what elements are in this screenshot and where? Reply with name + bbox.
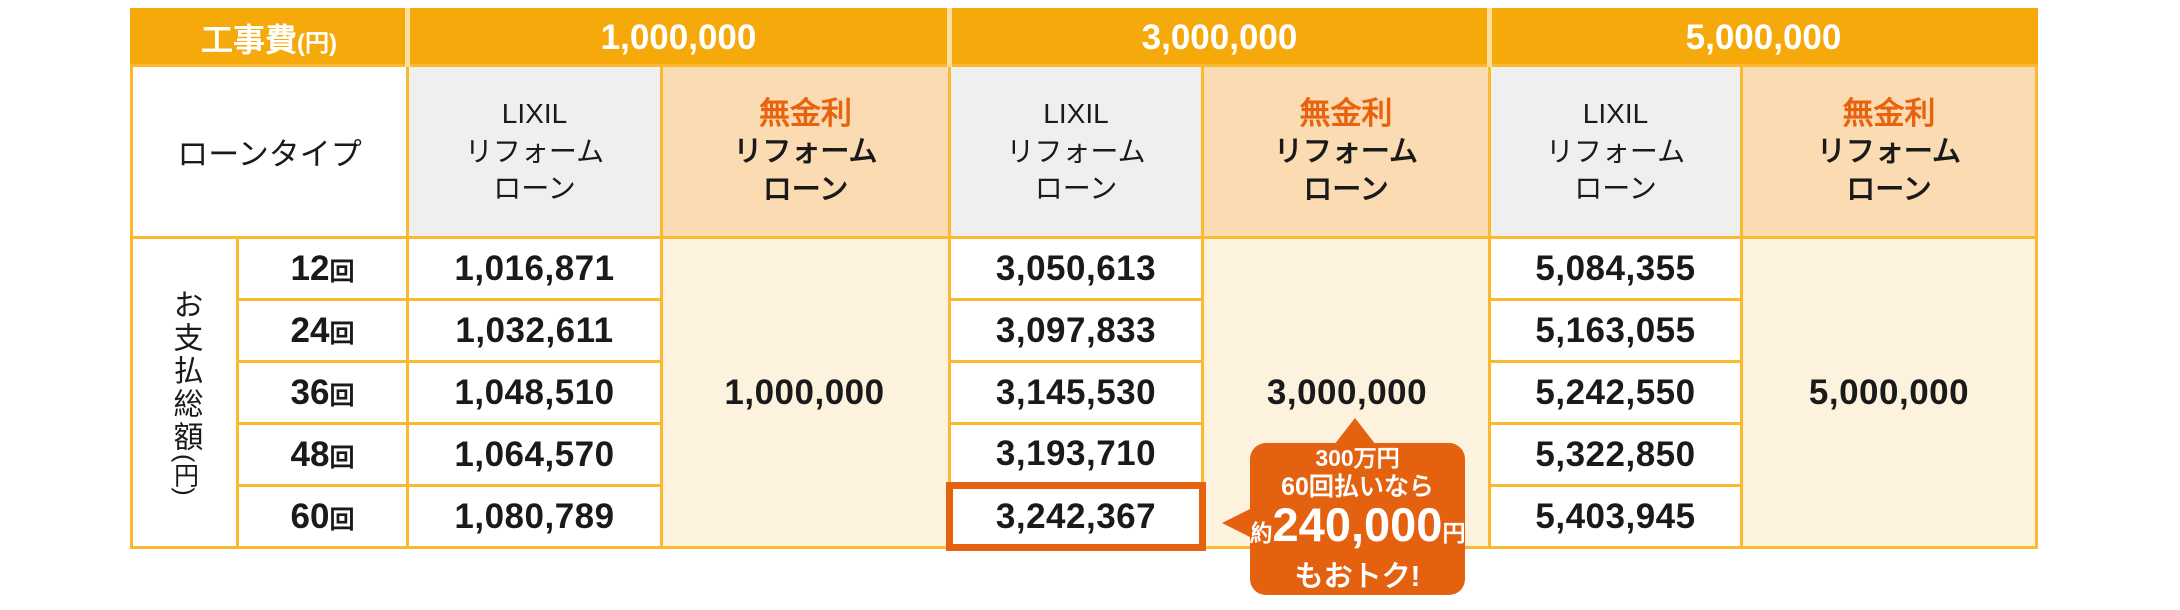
mukinri-total-1m: 1,000,000 <box>660 236 951 549</box>
callout-amount: 240,000 <box>1272 497 1443 551</box>
table-row-36: 36回 1,048,510 3,145,530 5,242,550 <box>132 360 2037 425</box>
lixil-loan-line: ローン <box>493 173 576 205</box>
lixil-brand-line: LIXIL <box>1043 97 1109 129</box>
callout-line1: 300万円 <box>1315 444 1400 471</box>
lixil-loan-header-1m: LIXIL リフォーム ローン <box>406 64 663 239</box>
loan-type-header-row: ローンタイプ LIXIL リフォーム ローン 無金利 リフォーム ローン LIX… <box>130 64 2038 239</box>
lixil-1m-value: 1,032,611 <box>406 298 663 363</box>
mukinri-reform-line: リフォーム <box>733 135 878 168</box>
lixil-brand-line: LIXIL <box>1582 97 1649 129</box>
mukinri-loan-header-1m: 無金利 リフォーム ローン <box>660 64 951 239</box>
cost-1m-header-cell: 1,000,000 <box>405 8 951 67</box>
lixil-1m-value: 1,080,789 <box>406 484 663 549</box>
callout-line3: もおトク! <box>1294 560 1421 593</box>
count-unit: 回 <box>329 505 355 534</box>
table-row-12: お支払総額(円) 12回 1,016,871 1,000,000 3,050,6… <box>130 236 2038 549</box>
count-number: 12 <box>290 248 330 288</box>
count-number: 36 <box>290 372 330 412</box>
loan-comparison-table: 工事費(円) 1,000,000 3,000,000 5,000,000 ローン… <box>130 8 2038 551</box>
lixil-brand-line: LIXIL <box>501 97 568 129</box>
lixil-5m-value: 5,242,550 <box>1488 360 1743 425</box>
highlighted-value-cell: 3,242,367 <box>946 482 1206 551</box>
total-payment-unit: (円) <box>170 454 199 496</box>
installment-count-cell: 48回 <box>236 422 409 487</box>
installment-count-cell: 24回 <box>236 298 409 363</box>
installment-count-cell: 12回 <box>236 236 409 301</box>
lixil-3m-value: 3,145,530 <box>948 360 1204 425</box>
construction-cost-header-cell: 工事費(円) <box>130 8 409 67</box>
callout-about: 約 <box>1249 519 1273 546</box>
lixil-1m-value: 1,048,510 <box>406 360 663 425</box>
savings-callout: 300万円 60回払いなら 約240,000円 もおトク! <box>1222 418 1466 595</box>
table-row-24: 24回 1,032,611 3,097,833 5,163,055 <box>132 298 2037 363</box>
lixil-loan-header-3m: LIXIL リフォーム ローン <box>948 64 1204 239</box>
lixil-3m-value: 3,050,613 <box>948 236 1204 301</box>
lixil-1m-value: 1,064,570 <box>406 422 663 487</box>
construction-cost-unit: (円) <box>297 29 337 57</box>
count-number: 24 <box>290 310 330 350</box>
lixil-5m-value: 5,163,055 <box>1488 298 1743 363</box>
mukinri-loan-line: ローン <box>1303 173 1389 206</box>
count-unit: 回 <box>329 443 355 472</box>
lixil-1m-value: 1,016,871 <box>406 236 663 301</box>
total-payment-text: お支払総額 <box>168 289 202 455</box>
cost-5m-header-cell: 5,000,000 <box>1487 8 2038 67</box>
lixil-reform-line: リフォーム <box>1006 135 1146 167</box>
lixil-3m-value: 3,193,710 <box>948 422 1204 487</box>
mukinri-title-line: 無金利 <box>1299 95 1393 131</box>
lixil-3m-value: 3,097,833 <box>948 298 1204 363</box>
loan-type-label-cell: ローンタイプ <box>130 64 409 239</box>
payment-total-table: 工事費(円) 1,000,000 3,000,000 5,000,000 ローン… <box>130 8 2038 551</box>
mukinri-loan-line: ローン <box>762 173 849 206</box>
lixil-5m-value: 5,403,945 <box>1488 484 1743 549</box>
count-unit: 回 <box>329 381 355 410</box>
mukinri-title-line: 無金利 <box>759 95 852 131</box>
callout-yen: 円 <box>1442 519 1466 546</box>
construction-cost-label: 工事費 <box>201 21 298 58</box>
mukinri-total-5m: 5,000,000 <box>1740 236 2038 549</box>
mukinri-title-line: 無金利 <box>1842 95 1936 131</box>
total-payment-label-cell: お支払総額(円) <box>130 236 239 549</box>
callout-arrow-left-icon <box>1222 508 1252 538</box>
count-unit: 回 <box>329 319 355 348</box>
mukinri-loan-header-5m: 無金利 リフォーム ローン <box>1740 64 2038 239</box>
table-row-48: 48回 1,064,570 3,193,710 5,322,850 <box>132 422 2037 487</box>
total-payment-label: お支払総額(円) <box>163 289 207 496</box>
callout-arrow-up-icon <box>1334 418 1376 445</box>
mukinri-loan-header-3m: 無金利 リフォーム ローン <box>1201 64 1491 239</box>
mukinri-loan-line: ローン <box>1846 173 1932 206</box>
lixil-5m-value: 5,322,850 <box>1488 422 1743 487</box>
count-unit: 回 <box>329 257 355 286</box>
mukinri-reform-line: リフォーム <box>1273 135 1419 168</box>
table-row-60: 60回 1,080,789 3,242,367 5,403,945 <box>132 482 2037 551</box>
count-number: 48 <box>290 434 330 474</box>
lixil-loan-line: ローン <box>1574 173 1657 205</box>
callout-line2: 60回払いなら <box>1281 472 1434 501</box>
count-number: 60 <box>290 496 330 536</box>
callout-amount-line: 約240,000円 <box>1249 501 1466 560</box>
cost-3m-header-cell: 3,000,000 <box>947 8 1491 67</box>
lixil-reform-line: リフォーム <box>1545 135 1686 167</box>
lixil-loan-header-5m: LIXIL リフォーム ローン <box>1488 64 1743 239</box>
lixil-5m-value: 5,084,355 <box>1488 236 1743 301</box>
mukinri-reform-line: リフォーム <box>1816 135 1962 168</box>
installment-count-cell: 36回 <box>236 360 409 425</box>
lixil-reform-line: リフォーム <box>464 135 605 167</box>
installment-count-cell: 60回 <box>236 484 409 549</box>
construction-cost-header-row: 工事費(円) 1,000,000 3,000,000 5,000,000 <box>130 8 2038 67</box>
lixil-loan-line: ローン <box>1034 173 1118 205</box>
